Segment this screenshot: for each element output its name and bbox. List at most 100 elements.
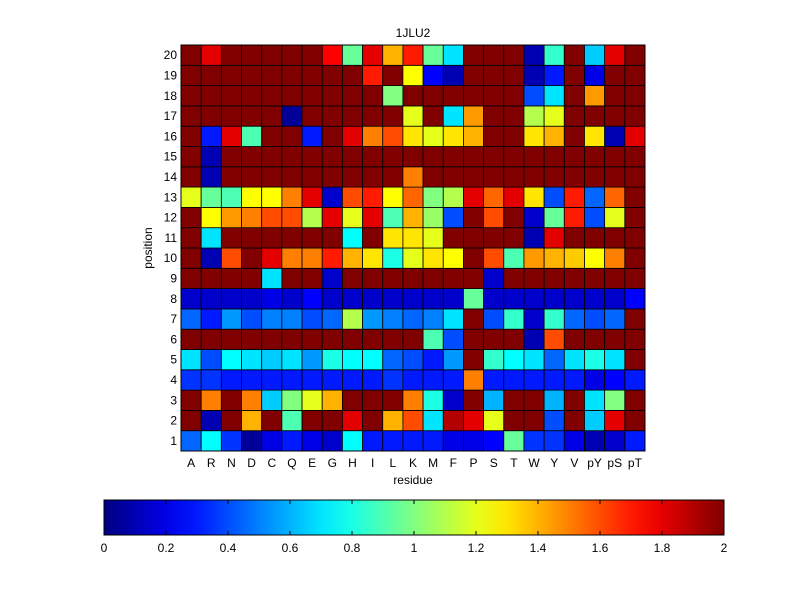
heatmap-cell	[362, 409, 384, 432]
heatmap-cell	[180, 328, 202, 350]
heatmap-cell	[422, 328, 444, 350]
heatmap-cell	[241, 328, 263, 350]
heatmap-cell	[624, 206, 646, 229]
heatmap-cell	[563, 146, 585, 168]
x-tick-label: M	[428, 456, 438, 470]
heatmap-cell	[180, 166, 202, 188]
heatmap-cell	[220, 64, 242, 87]
heatmap-cell	[220, 369, 242, 391]
heatmap-cell	[604, 44, 626, 66]
heatmap-cell	[362, 206, 384, 229]
heatmap-cell	[341, 267, 363, 289]
x-tick-label: pS	[607, 456, 622, 470]
heatmap-cell	[341, 389, 363, 411]
heatmap-cell	[220, 389, 242, 411]
heatmap-cell	[604, 308, 626, 330]
heatmap-cell	[402, 85, 424, 107]
heatmap-cell	[241, 308, 263, 330]
heatmap-cell	[362, 166, 384, 188]
heatmap-cell	[503, 369, 525, 391]
heatmap-cell	[503, 125, 525, 147]
heatmap-cell	[180, 267, 202, 289]
heatmap-cell	[382, 146, 404, 168]
heatmap-cell	[382, 308, 404, 330]
heatmap-cell	[261, 430, 283, 452]
y-tick-label: 20	[164, 48, 178, 62]
heatmap-cell	[382, 369, 404, 391]
heatmap-cell	[241, 146, 263, 168]
heatmap-cell	[281, 85, 303, 107]
heatmap-cell	[281, 267, 303, 289]
heatmap-cell	[563, 369, 585, 391]
heatmap-cell	[220, 430, 242, 452]
heatmap-cell	[281, 389, 303, 411]
heatmap-cell	[301, 430, 323, 452]
heatmap-cell	[624, 125, 646, 147]
heatmap-cell	[200, 206, 222, 229]
heatmap-cell	[624, 430, 646, 452]
heatmap-cell	[442, 288, 464, 310]
heatmap-cell	[483, 227, 505, 249]
heatmap-cell	[483, 409, 505, 432]
heatmap-cell	[281, 186, 303, 208]
heatmap-cell	[563, 105, 585, 127]
heatmap-cell	[523, 64, 545, 87]
heatmap-cell	[321, 44, 343, 66]
heatmap-cell	[523, 328, 545, 350]
y-tick-label: 6	[170, 332, 177, 346]
heatmap-cell	[624, 247, 646, 269]
heatmap-cell	[422, 206, 444, 229]
colorbar-tick-labels: 0 0.2 0.4 0.6 0.8 1 1.2 1.4 1.6 1.8 2	[101, 500, 728, 555]
heatmap-cell	[382, 64, 404, 87]
heatmap-cell	[543, 166, 565, 188]
heatmap-cell	[402, 369, 424, 391]
plot-frame	[180, 44, 646, 452]
heatmap-cell	[281, 105, 303, 127]
heatmap-cell	[200, 369, 222, 391]
heatmap-cell	[241, 105, 263, 127]
heatmap-cell	[483, 430, 505, 452]
heatmap-cell	[241, 64, 263, 87]
x-tick-label: C	[267, 456, 276, 470]
heatmap-cell	[382, 44, 404, 66]
x-axis-label: residue	[393, 473, 433, 487]
heatmap-cell	[604, 146, 626, 168]
heatmap-cell	[281, 349, 303, 371]
heatmap-cell	[483, 166, 505, 188]
y-tick-label: 4	[170, 373, 177, 387]
colorbar-tick-label: 1.8	[654, 541, 671, 555]
heatmap-cell	[281, 288, 303, 310]
heatmap-cell	[180, 206, 202, 229]
heatmap-cell	[543, 186, 565, 208]
heatmap-cell	[624, 349, 646, 371]
heatmap-cell	[624, 227, 646, 249]
heatmap-cell	[200, 186, 222, 208]
heatmap-cell	[523, 430, 545, 452]
heatmap-cell	[604, 288, 626, 310]
heatmap-cell	[180, 146, 202, 168]
heatmap-cell	[321, 349, 343, 371]
heatmap-cell	[463, 166, 484, 188]
heatmap-cell	[604, 64, 626, 87]
heatmap-cell	[543, 349, 565, 371]
heatmap-cell	[362, 369, 384, 391]
heatmap-cell	[624, 166, 646, 188]
heatmap-cell	[402, 206, 424, 229]
heatmap-cell	[442, 328, 464, 350]
heatmap-cell	[442, 409, 464, 432]
heatmap-cell	[382, 166, 404, 188]
heatmap-cell	[362, 308, 384, 330]
x-tick-label: Q	[287, 456, 296, 470]
heatmap-cell	[584, 146, 606, 168]
heatmap-cell	[584, 186, 606, 208]
heatmap-cell	[241, 267, 263, 289]
heatmap-cell	[503, 227, 525, 249]
heatmap-cell	[604, 430, 626, 452]
heatmap-cell	[200, 288, 222, 310]
heatmap-cell	[422, 389, 444, 411]
heatmap-cell	[543, 288, 565, 310]
heatmap-cell	[463, 44, 484, 66]
heatmap-cell	[301, 166, 323, 188]
heatmap-cell	[301, 247, 323, 269]
heatmap-cell	[382, 105, 404, 127]
